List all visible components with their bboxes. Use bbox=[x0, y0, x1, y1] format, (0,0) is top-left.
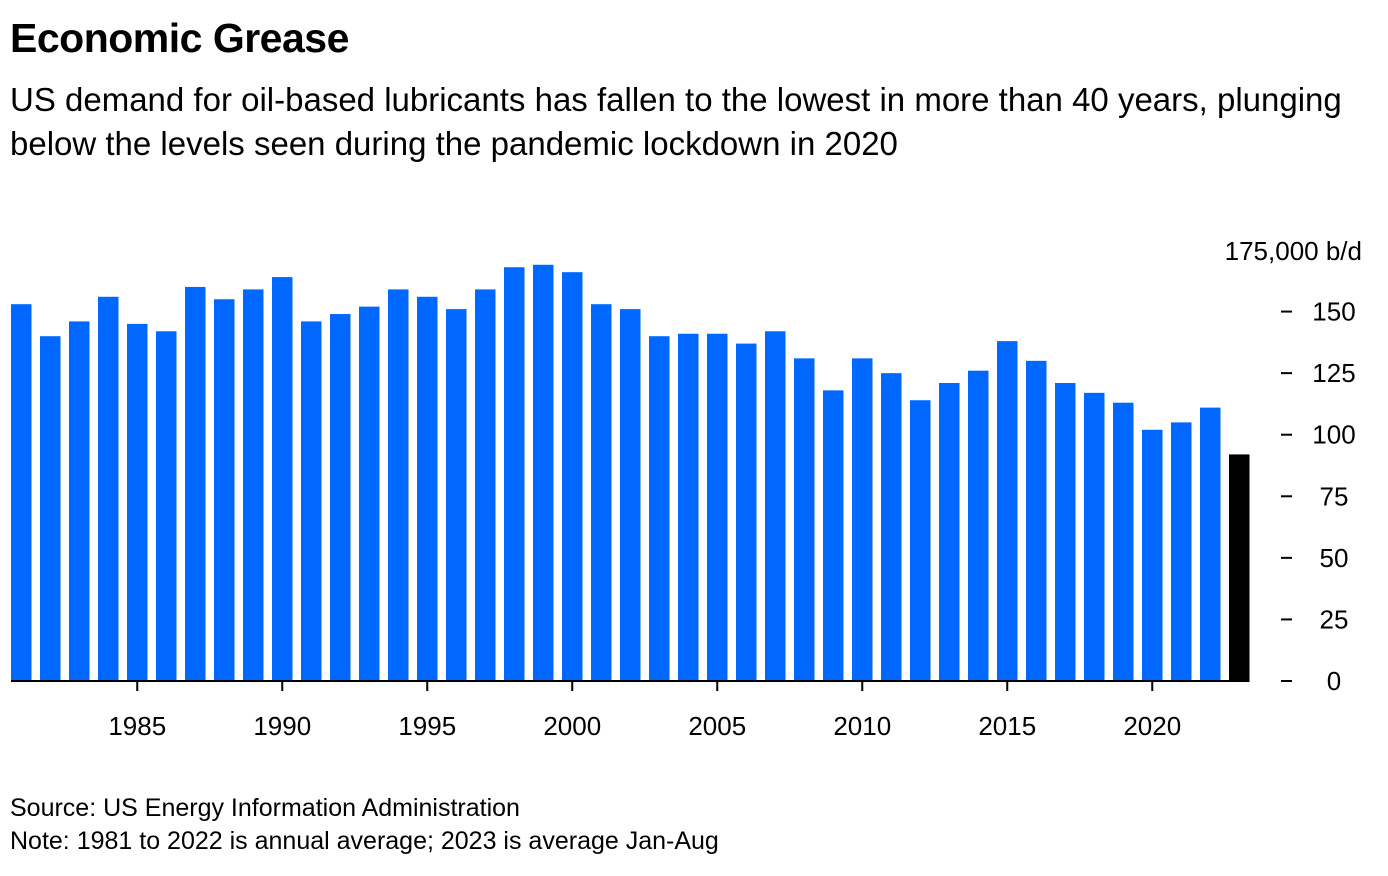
bar-2000 bbox=[562, 272, 583, 681]
bar-2002 bbox=[620, 309, 641, 681]
bar-1983 bbox=[69, 321, 90, 681]
y-tick-label-25: 25 bbox=[1320, 604, 1349, 634]
data-note: Note: 1981 to 2022 is annual average; 20… bbox=[10, 827, 719, 855]
bar-2021 bbox=[1171, 422, 1192, 681]
y-axis-ticks: 0 25 50 75 100 125 150 bbox=[1281, 297, 1356, 696]
x-tick-label-2005: 2005 bbox=[688, 711, 746, 741]
chart-subtitle: US demand for oil-based lubricants has f… bbox=[10, 81, 1342, 162]
bar-2023 bbox=[1229, 454, 1250, 681]
y-tick-label-50: 50 bbox=[1320, 543, 1349, 573]
bar-2017 bbox=[1055, 382, 1076, 681]
bar-1981 bbox=[11, 304, 32, 681]
bar-2001 bbox=[591, 304, 612, 681]
x-tick-label-2015: 2015 bbox=[978, 711, 1036, 741]
bar-1999 bbox=[533, 264, 554, 681]
bar-1998 bbox=[504, 267, 525, 681]
x-tick-label-1990: 1990 bbox=[253, 711, 311, 741]
bar-1994 bbox=[388, 289, 409, 681]
bar-1990 bbox=[272, 277, 293, 681]
y-tick-label-75: 75 bbox=[1320, 481, 1349, 511]
bar-1996 bbox=[446, 309, 467, 681]
y-tick-label-100: 100 bbox=[1312, 420, 1355, 450]
bar-2005 bbox=[707, 333, 728, 681]
bar-1987 bbox=[185, 286, 206, 681]
x-tick-label-1985: 1985 bbox=[108, 711, 166, 741]
x-tick-label-2020: 2020 bbox=[1123, 711, 1181, 741]
bar-2003 bbox=[649, 336, 670, 681]
bar-2004 bbox=[678, 333, 699, 681]
bar-2016 bbox=[1026, 360, 1047, 681]
bar-2007 bbox=[765, 331, 786, 681]
bar-2022 bbox=[1200, 407, 1221, 681]
x-tick-label-1995: 1995 bbox=[398, 711, 456, 741]
y-tick-label-125: 125 bbox=[1312, 358, 1355, 388]
source-note: Source: US Energy Information Administra… bbox=[10, 794, 520, 822]
y-tick-label-0: 0 bbox=[1327, 666, 1341, 696]
bar-2015 bbox=[997, 341, 1018, 681]
y-tick-label-150: 150 bbox=[1312, 297, 1355, 327]
y-axis-unit-label: 175,000 b/d bbox=[1225, 236, 1362, 266]
bar-1984 bbox=[98, 296, 119, 681]
bar-2008 bbox=[794, 358, 815, 681]
bar-1991 bbox=[301, 321, 322, 681]
bar-2020 bbox=[1142, 429, 1163, 681]
bar-2006 bbox=[736, 343, 757, 681]
bar-1992 bbox=[330, 314, 351, 681]
bar-1982 bbox=[40, 336, 61, 681]
bar-2018 bbox=[1084, 392, 1105, 681]
bar-1986 bbox=[156, 331, 177, 681]
bar-1995 bbox=[417, 296, 438, 681]
bar-2012 bbox=[910, 400, 931, 681]
bar-2014 bbox=[968, 370, 989, 681]
bar-1985 bbox=[127, 323, 148, 681]
x-tick-label-2010: 2010 bbox=[833, 711, 891, 741]
bar-1988 bbox=[214, 299, 235, 681]
bar-2011 bbox=[881, 373, 902, 681]
bars-group bbox=[11, 264, 1250, 681]
x-axis-ticks: 1985 1990 1995 2000 2005 2010 2015 2020 bbox=[108, 681, 1181, 741]
bar-2010 bbox=[852, 358, 873, 681]
bar-2013 bbox=[939, 382, 960, 681]
bar-1993 bbox=[359, 306, 380, 681]
bar-1997 bbox=[475, 289, 496, 681]
bar-chart: 1985 1990 1995 2000 2005 2010 2015 2020 0 25 50 75… bbox=[11, 236, 1362, 741]
x-tick-label-2000: 2000 bbox=[543, 711, 601, 741]
bar-1989 bbox=[243, 289, 264, 681]
chart-title: Economic Grease bbox=[10, 15, 349, 61]
bar-2009 bbox=[823, 390, 844, 681]
bar-2019 bbox=[1113, 402, 1134, 681]
